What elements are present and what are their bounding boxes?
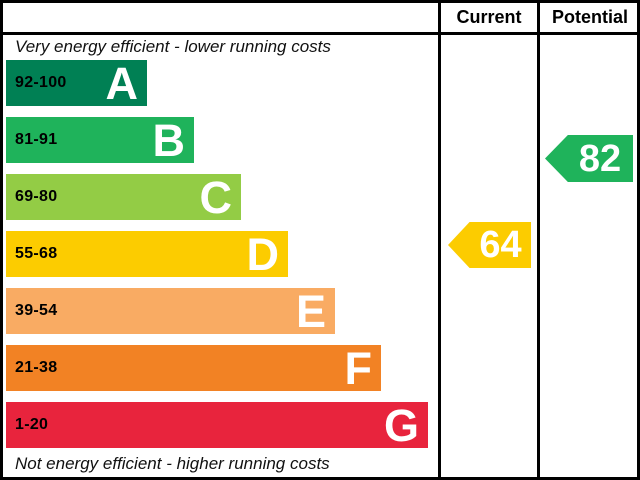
current-column-divider — [438, 3, 441, 477]
potential-rating-arrow: 82 — [545, 135, 633, 182]
band-e-range: 39-54 — [15, 302, 58, 319]
band-d: 55-68 D — [6, 231, 288, 277]
band-g-range: 1-20 — [15, 416, 49, 433]
band-g: 1-20 G — [6, 402, 428, 448]
band-b-range: 81-91 — [15, 131, 58, 148]
band-f-letter: F — [344, 342, 373, 394]
current-rating-value: 64 — [479, 224, 522, 266]
band-d-letter: D — [246, 228, 280, 280]
band-f-range: 21-38 — [15, 359, 58, 376]
band-c-range: 69-80 — [15, 188, 58, 205]
band-g-letter: G — [383, 399, 419, 451]
band-a-letter: A — [105, 57, 139, 109]
band-c: 69-80 C — [6, 174, 241, 220]
current-column-header: Current — [456, 7, 522, 27]
band-d-range: 55-68 — [15, 245, 58, 262]
band-b: 81-91 B — [6, 117, 194, 163]
potential-column-header: Potential — [551, 7, 628, 27]
potential-column-divider — [537, 3, 540, 477]
band-e-letter: E — [295, 285, 326, 337]
top-caption: Very energy efficient - lower running co… — [15, 37, 331, 56]
band-a-range: 92-100 — [15, 74, 67, 91]
band-a: 92-100 A — [6, 60, 147, 106]
band-e: 39-54 E — [6, 288, 335, 334]
current-rating-arrow: 64 — [448, 222, 531, 268]
header-divider-line — [3, 32, 637, 35]
bottom-caption: Not energy efficient - higher running co… — [15, 454, 330, 473]
potential-rating-value: 82 — [578, 137, 622, 180]
band-f: 21-38 F — [6, 345, 381, 391]
band-c-letter: C — [199, 171, 233, 223]
band-b-letter: B — [152, 114, 186, 166]
